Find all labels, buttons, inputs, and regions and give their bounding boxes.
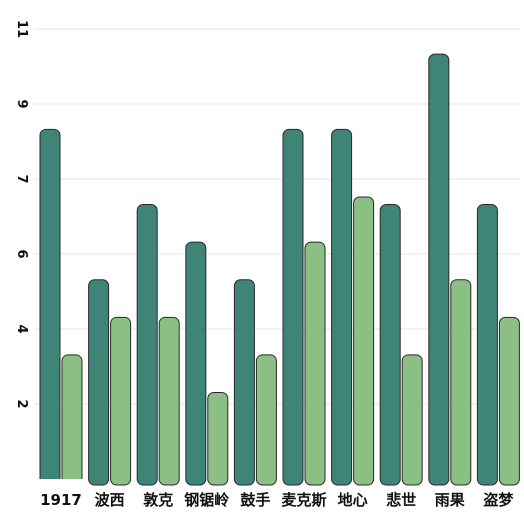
bar-series-2 — [110, 316, 132, 486]
y-tick-label: 11 — [14, 20, 29, 38]
x-tick-label: 波西 — [95, 491, 125, 509]
y-tick-label: 6 — [14, 249, 29, 258]
y-tick-label: 2 — [14, 399, 29, 408]
x-tick-label: 地心 — [338, 491, 368, 509]
x-tick-label: 盗梦 — [483, 491, 514, 509]
x-tick-label: 麦克斯 — [281, 491, 326, 509]
bar-series-1 — [185, 241, 207, 486]
y-tick-label: 7 — [14, 174, 29, 183]
bar-series-2 — [158, 316, 180, 486]
bar-series-2 — [304, 241, 326, 486]
bar-series-1 — [282, 128, 304, 486]
bar-series-2 — [498, 316, 520, 486]
x-tick-label: 1917 — [40, 491, 82, 509]
x-tick-label: 鼓手 — [240, 491, 270, 509]
bar-series-1 — [88, 279, 110, 486]
bar-series-1 — [379, 204, 401, 486]
x-tick-label: 雨果 — [435, 491, 466, 509]
bar-series-1 — [136, 204, 158, 486]
bar-series-2 — [207, 392, 229, 486]
y-tick-label: 9 — [14, 99, 29, 108]
bar-series-1 — [331, 128, 353, 486]
bar-series-1 — [39, 128, 61, 486]
y-tick-label: 4 — [14, 324, 29, 333]
bar-series-1 — [428, 53, 450, 486]
x-tick-label: 敦克 — [143, 491, 173, 509]
bar-series-2 — [450, 279, 472, 486]
bar-series-1 — [476, 204, 498, 486]
bar-series-2 — [401, 354, 423, 486]
bar-series-2 — [353, 196, 375, 486]
x-tick-label: 悲世 — [386, 491, 416, 509]
bar-series-1 — [233, 279, 255, 486]
x-tick-label: 钢锯岭 — [184, 491, 229, 509]
bar-series-2 — [61, 354, 83, 486]
bar-series-2 — [255, 354, 277, 486]
